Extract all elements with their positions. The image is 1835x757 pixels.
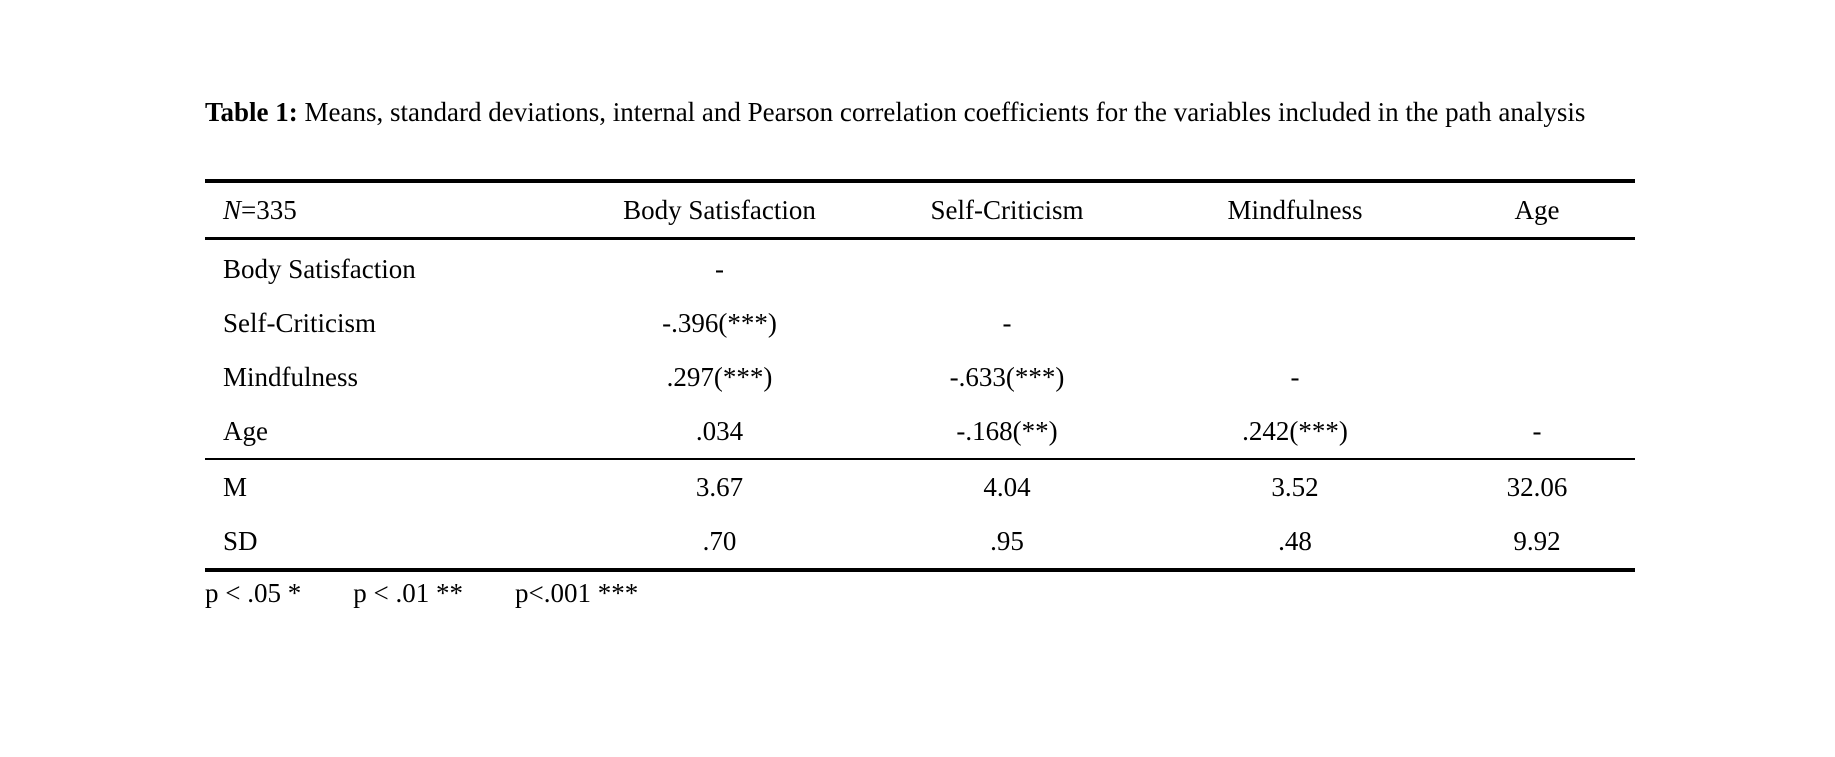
correlation-rows: Body Satisfaction - Self-Criticism -.396…	[205, 239, 1635, 460]
table-row: SD .70 .95 .48 9.92	[205, 514, 1635, 570]
descriptive-rows: M 3.67 4.04 3.52 32.06 SD .70 .95 .48 9.…	[205, 459, 1635, 570]
caption-text: Means, standard deviations, internal and…	[297, 97, 1586, 127]
column-header: Mindfulness	[1227, 194, 1363, 225]
row-label: Age	[223, 415, 268, 446]
table-cell: .48	[1278, 525, 1312, 556]
table-cell	[1439, 239, 1635, 297]
table-cell	[863, 239, 1151, 297]
n-value: =335	[241, 194, 297, 225]
caption-label: Table 1:	[205, 97, 298, 127]
row-label: SD	[223, 525, 258, 556]
n-symbol: N	[223, 194, 242, 225]
table-cell: 9.92	[1513, 525, 1561, 556]
sample-size-header: N=335	[205, 181, 576, 239]
significance-footnote: p < .05 * p < .01 ** p<.001 ***	[205, 578, 1635, 609]
table-cell: -	[715, 253, 724, 284]
table-cell: 32.06	[1506, 471, 1568, 502]
table-cell	[1439, 350, 1635, 404]
table-row: Age .034 -.168(**) .242(***) -	[205, 404, 1635, 459]
table-cell: .95	[990, 525, 1024, 556]
table-cell: 3.52	[1271, 471, 1319, 502]
table-cell: .297(***)	[666, 361, 773, 392]
table-cell: -	[1532, 415, 1542, 446]
table-cell: 4.04	[983, 471, 1031, 502]
table-row: Body Satisfaction -	[205, 239, 1635, 297]
document-page: Table 1: Means, standard deviations, int…	[205, 86, 1635, 609]
table-row: M 3.67 4.04 3.52 32.06	[205, 459, 1635, 514]
table-cell	[1439, 296, 1635, 350]
table-cell: 3.67	[695, 471, 744, 502]
table-cell: -.633(***)	[949, 361, 1065, 392]
table-cell: .034	[695, 415, 744, 446]
footnote-item: p < .05 *	[205, 578, 302, 608]
table-row: Mindfulness .297(***) -.633(***) -	[205, 350, 1635, 404]
column-header: Age	[1514, 194, 1560, 225]
column-header: Body Satisfaction	[623, 194, 816, 225]
column-header: Self-Criticism	[930, 194, 1084, 225]
table-cell	[1151, 296, 1439, 350]
table-cell: .242(***)	[1242, 415, 1348, 446]
table-row: Self-Criticism -.396(***) -	[205, 296, 1635, 350]
table-cell: -	[1002, 307, 1012, 338]
table-cell: -	[1290, 361, 1300, 392]
table-cell: -.168(**)	[956, 415, 1058, 446]
table-cell: .70	[702, 525, 737, 556]
table-cell	[1151, 239, 1439, 297]
row-label: Self-Criticism	[223, 307, 376, 338]
row-label: Mindfulness	[223, 361, 358, 392]
table-header-row: N=335 Body Satisfaction Self-Criticism M…	[205, 181, 1635, 239]
footnote-item: p<.001 ***	[514, 578, 639, 608]
correlation-table: N=335 Body Satisfaction Self-Criticism M…	[205, 179, 1635, 572]
row-label: Body Satisfaction	[223, 253, 416, 284]
table-cell: -.396(***)	[662, 307, 777, 338]
table-caption: Table 1: Means, standard deviations, int…	[205, 86, 1635, 139]
footnote-item: p < .01 **	[353, 578, 463, 608]
row-label: M	[223, 471, 248, 502]
